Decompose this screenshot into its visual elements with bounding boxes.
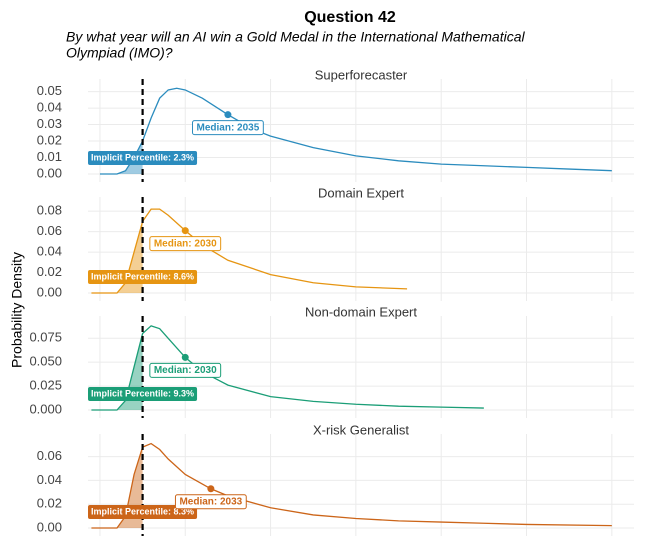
y-tick-label: 0.00 <box>37 284 62 299</box>
y-tick-label: 0.04 <box>37 472 62 487</box>
y-tick-label: 0.00 <box>37 165 62 180</box>
y-tick-label: 0.04 <box>37 244 62 259</box>
panel-background <box>88 434 634 536</box>
badge-box <box>149 362 222 378</box>
badge-box <box>88 270 198 284</box>
panel-title: Non-domain Expert <box>305 304 417 319</box>
y-tick-label: 0.050 <box>29 354 62 369</box>
badge-box <box>149 236 222 252</box>
y-tick-label: 0.00 <box>37 519 62 534</box>
median-point <box>207 485 215 493</box>
badge-box <box>174 494 247 510</box>
badge-box <box>192 120 264 136</box>
median-label: Median: 2033 <box>179 496 242 507</box>
y-tick-label: 0.01 <box>37 149 62 164</box>
y-tick-label: 0.075 <box>29 330 62 345</box>
chart-subtitle: Olympiad (IMO)? <box>66 45 173 61</box>
y-tick-label: 0.000 <box>29 401 62 416</box>
percentile-badge: Implicit Percentile: 2.3% <box>88 151 198 165</box>
badge-box <box>88 387 198 401</box>
median-point <box>224 111 232 119</box>
median-badge: Median: 2033 <box>174 494 247 510</box>
panel-title: X-risk Generalist <box>313 422 409 437</box>
y-axis-label: Probability Density <box>9 252 25 368</box>
panel-title: Superforecaster <box>315 67 408 82</box>
percentile-badge: Implicit Percentile: 9.3% <box>88 387 198 401</box>
density-line <box>99 87 612 175</box>
percentile-area <box>99 141 143 174</box>
median-label: Median: 2030 <box>154 365 217 376</box>
panel-background <box>88 79 634 182</box>
y-tick-label: 0.02 <box>37 132 62 147</box>
chart-title: Question 42 <box>304 9 396 26</box>
median-badge: Median: 2035 <box>192 120 264 136</box>
y-tick-label: 0.02 <box>37 264 62 279</box>
median-badge: Median: 2030 <box>149 362 222 378</box>
percentile-label: Implicit Percentile: 2.3% <box>91 152 194 162</box>
badge-box <box>88 151 198 165</box>
y-tick-label: 0.05 <box>37 83 62 98</box>
badge-box <box>88 505 198 519</box>
panel-title: Domain Expert <box>318 185 404 200</box>
percentile-badge: Implicit Percentile: 8.3% <box>88 505 198 519</box>
y-tick-label: 0.06 <box>37 223 62 238</box>
percentile-badge: Implicit Percentile: 8.6% <box>88 270 198 284</box>
median-label: Median: 2030 <box>154 238 217 249</box>
percentile-label: Implicit Percentile: 8.3% <box>91 506 194 516</box>
y-tick-label: 0.06 <box>37 448 62 463</box>
percentile-label: Implicit Percentile: 8.6% <box>91 271 194 281</box>
median-label: Median: 2035 <box>197 122 260 133</box>
median-badge: Median: 2030 <box>149 236 222 252</box>
y-tick-label: 0.025 <box>29 378 62 393</box>
chart-subtitle: By what year will an AI win a Gold Medal… <box>66 29 525 45</box>
y-tick-label: 0.03 <box>37 116 62 131</box>
y-tick-label: 0.02 <box>37 496 62 511</box>
percentile-label: Implicit Percentile: 9.3% <box>91 388 194 398</box>
median-point <box>181 353 189 361</box>
median-point <box>181 227 189 235</box>
y-tick-label: 0.04 <box>37 100 62 115</box>
y-tick-label: 0.08 <box>37 203 62 218</box>
